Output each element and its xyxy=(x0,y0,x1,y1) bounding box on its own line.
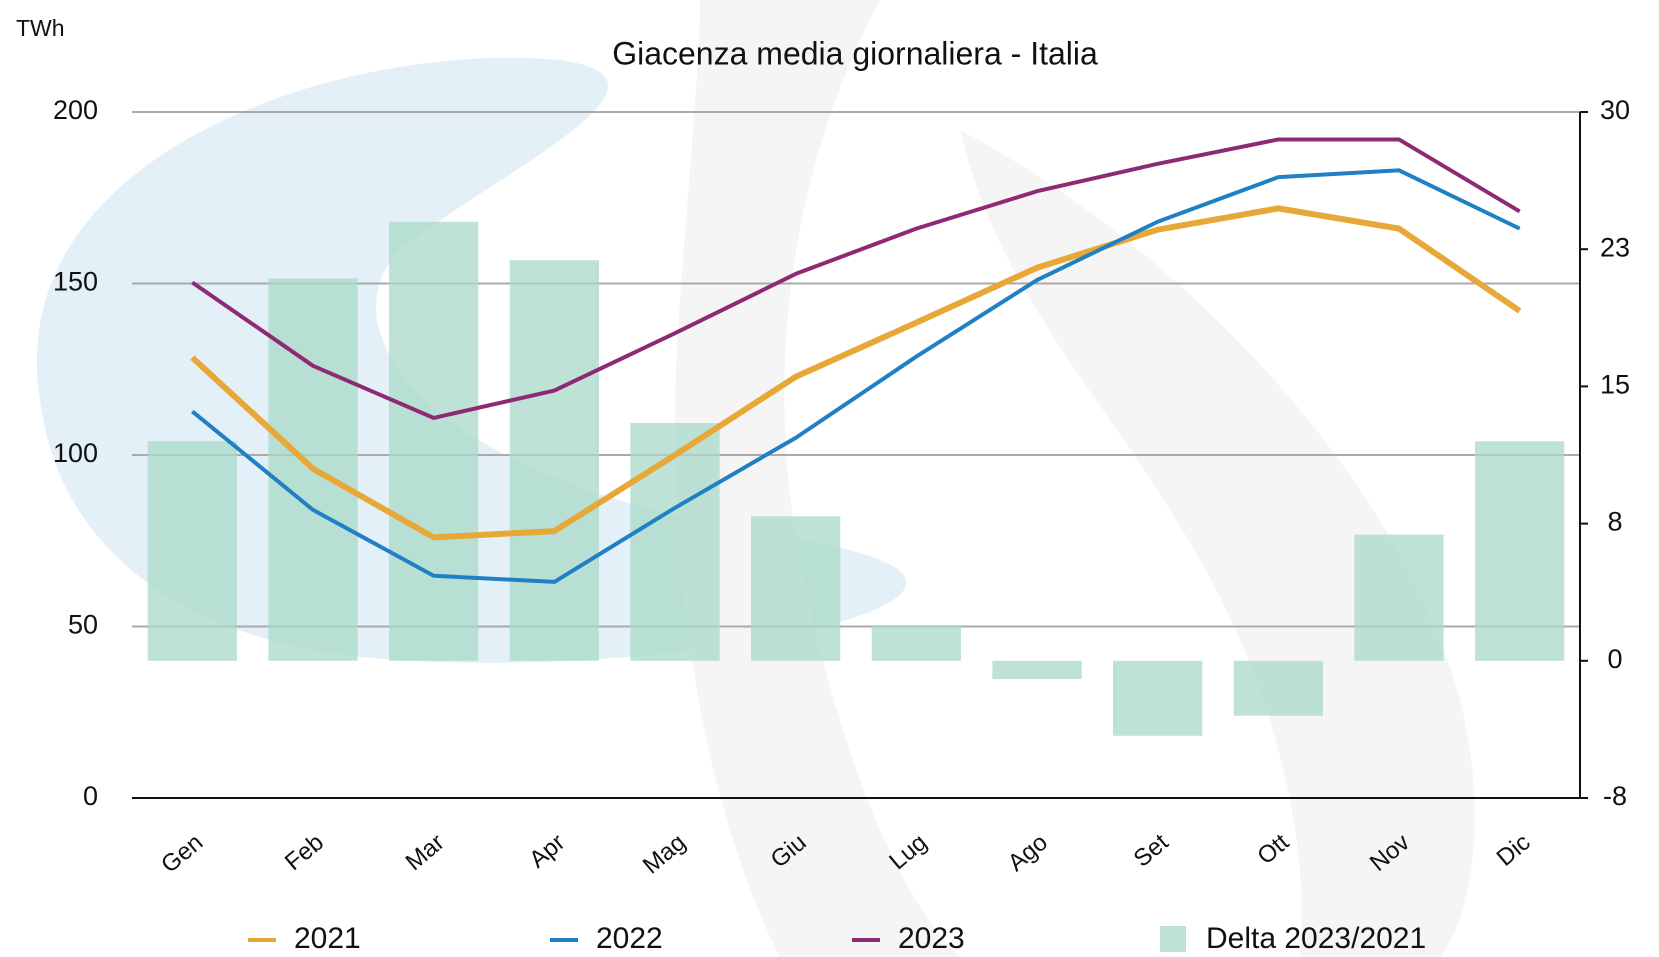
x-tick-label: Ott xyxy=(1252,829,1294,870)
x-tick-label: Dic xyxy=(1492,829,1536,872)
y2-tick-label: 0 xyxy=(1607,644,1622,674)
x-tick-label: Ago xyxy=(1003,829,1053,877)
chart-title: Giacenza media giornaliera - Italia xyxy=(612,35,1098,71)
y2-tick-label: 15 xyxy=(1600,370,1630,400)
legend-label: 2021 xyxy=(294,922,361,955)
bar xyxy=(630,423,719,661)
bar xyxy=(1234,661,1323,716)
chart: TWh Giacenza media giornaliera - Italia … xyxy=(0,0,1659,957)
bar xyxy=(1354,535,1443,661)
legend-swatch xyxy=(1160,926,1186,952)
x-tick-label: Feb xyxy=(280,829,329,876)
bar xyxy=(1475,441,1564,661)
y-tick-label: 150 xyxy=(53,267,98,297)
bar xyxy=(751,516,840,661)
x-tick-label: Mar xyxy=(401,829,450,876)
bar xyxy=(148,441,237,661)
bar xyxy=(872,626,961,661)
y2-tick-label: 8 xyxy=(1607,507,1622,537)
y2-tick-label: 23 xyxy=(1600,232,1630,262)
y-tick-label: 0 xyxy=(83,781,98,811)
y-tick-label: 200 xyxy=(53,95,98,125)
x-tick-label: Gen xyxy=(156,829,208,879)
bar xyxy=(1113,661,1202,736)
legend-label: Delta 2023/2021 xyxy=(1206,922,1426,955)
y2-tick-label: 30 xyxy=(1600,95,1630,125)
x-tick-label: Mag xyxy=(638,829,691,880)
y-axis-unit: TWh xyxy=(16,15,65,41)
x-tick-label: Apr xyxy=(524,829,570,874)
y-tick-label: 50 xyxy=(68,610,98,640)
legend-label: 2022 xyxy=(596,922,663,955)
bar xyxy=(389,222,478,661)
bar xyxy=(992,661,1081,679)
y2-tick-label: -8 xyxy=(1603,781,1627,811)
y-tick-label: 100 xyxy=(53,438,98,468)
legend-label: 2023 xyxy=(898,922,965,955)
x-tick-label: Set xyxy=(1129,829,1174,873)
bar xyxy=(510,260,599,661)
